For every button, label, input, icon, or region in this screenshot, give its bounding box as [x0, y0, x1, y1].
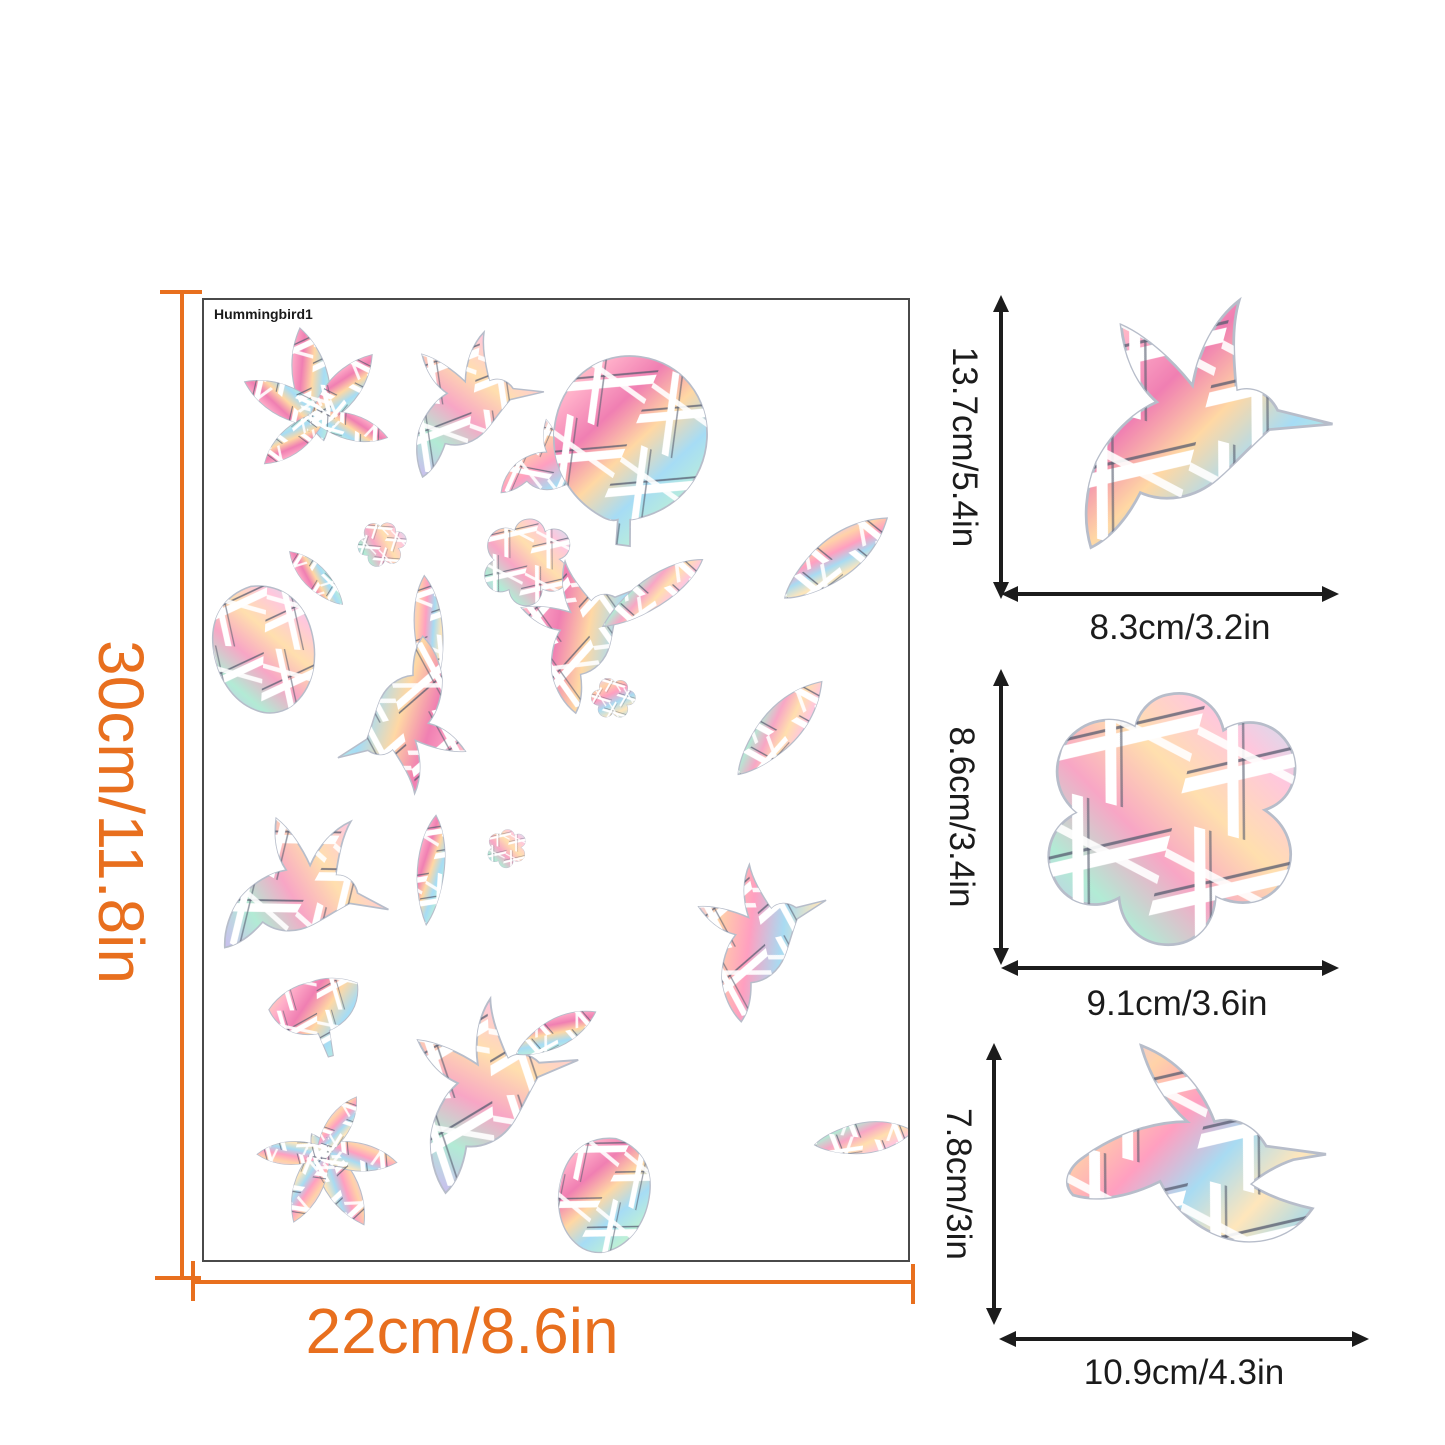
sheet-title: Hummingbird1	[214, 306, 313, 322]
flower-sticker	[1047, 692, 1297, 947]
detail3-width-label: 10.9cm/4.3in	[1083, 1353, 1285, 1392]
detail1-width-arrow	[1000, 578, 1340, 610]
sheet-height-label: 30cm/11.8in	[85, 640, 157, 984]
detail2-width-arrow	[1000, 952, 1340, 984]
height-dimension-line	[180, 292, 184, 1278]
hummingbird-flying-sticker	[1066, 1044, 1328, 1243]
detail3-height-arrow	[978, 1042, 1010, 1326]
sheet-width-label: 22cm/8.6in	[305, 1295, 619, 1367]
sticker-sheet: Hummingbird1	[202, 298, 910, 1262]
detail1-width-label: 8.3cm/3.2in	[1089, 608, 1271, 647]
width-dimension-tick-right	[911, 1264, 915, 1304]
width-dimension-line	[193, 1280, 915, 1284]
detail2-width-label: 9.1cm/3.6in	[1086, 984, 1268, 1023]
sticker-sheet-art	[204, 300, 908, 1260]
height-dimension-tick-top	[160, 290, 202, 294]
detail2-height-label: 8.6cm/3.4in	[942, 726, 981, 908]
detail1-height-label: 13.7cm/5.4in	[945, 346, 984, 548]
height-dimension-tick-bottom	[155, 1276, 201, 1280]
detail2-height-arrow	[985, 668, 1017, 966]
detail3-height-label: 7.8cm/3in	[939, 1108, 978, 1260]
detail3-width-arrow	[998, 1323, 1370, 1355]
detail1-height-arrow	[985, 294, 1017, 600]
width-dimension-tick-left	[191, 1261, 195, 1301]
hummingbird-hovering-sticker	[1084, 299, 1334, 549]
